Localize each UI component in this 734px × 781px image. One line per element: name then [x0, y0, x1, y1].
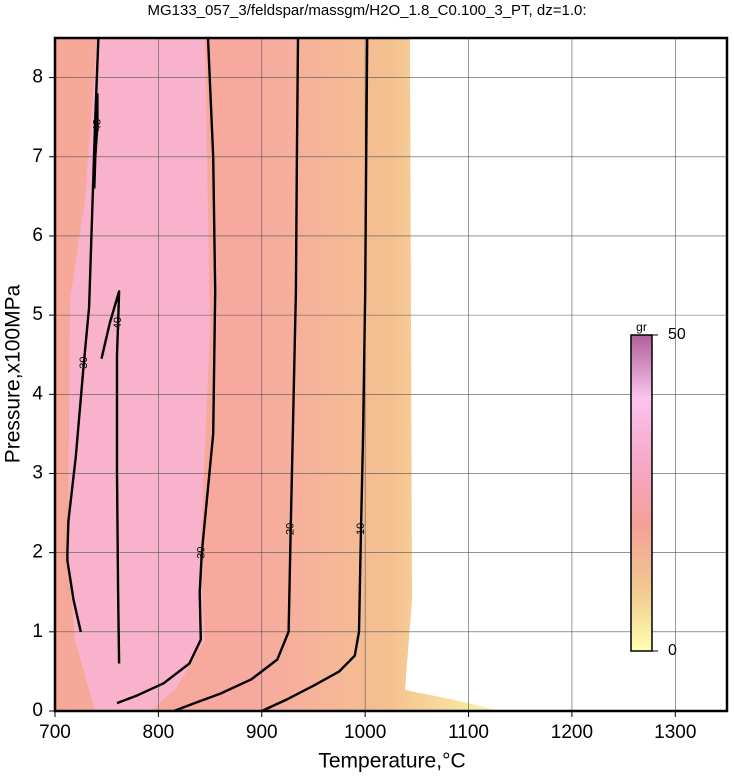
contour-label: 40 — [112, 317, 124, 329]
contour-label: 20 — [285, 523, 297, 535]
y-axis-label: Pressure,x100MPa — [2, 284, 25, 463]
colorbar-tick-label: 0 — [668, 642, 677, 659]
contour-label: 30 — [196, 547, 208, 559]
contour-line — [261, 37, 369, 713]
plot-frame — [53, 36, 729, 713]
colorbar-label: gr — [636, 320, 647, 334]
y-tick-label: 5 — [32, 304, 43, 325]
contour-line — [93, 93, 99, 189]
y-tick-label: 1 — [32, 621, 43, 642]
y-tick-label: 0 — [32, 700, 43, 721]
contour-label: 30 — [78, 356, 90, 368]
x-tick-label: 1300 — [654, 722, 696, 743]
y-tick-label: 2 — [32, 542, 43, 563]
contour-line — [100, 290, 121, 664]
y-tick-label: 8 — [32, 67, 43, 88]
x-tick-label: 900 — [246, 722, 278, 743]
contour-label: 10 — [355, 523, 367, 535]
x-axis-label: Temperature,°C — [318, 750, 465, 773]
x-tick-label: 700 — [39, 722, 71, 743]
x-tick-label: 1100 — [448, 722, 489, 743]
y-tick-label: 3 — [32, 462, 43, 483]
colorbar — [630, 334, 653, 652]
y-tick-label: 4 — [32, 383, 43, 404]
x-tick-label: 1000 — [344, 722, 386, 743]
contour-line — [66, 37, 100, 633]
colorbar-tick-label: 50 — [668, 326, 686, 343]
contour-line — [116, 37, 217, 705]
chart-title: MG133_057_3/feldspar/massgm/H2O_1.8_C0.1… — [147, 2, 586, 19]
y-tick-label: 6 — [32, 225, 43, 246]
field-fill — [55, 38, 500, 711]
contour-line — [173, 37, 300, 713]
contour-label: 43 — [91, 119, 103, 131]
x-tick-label: 1200 — [551, 722, 593, 743]
y-tick-label: 7 — [32, 146, 43, 167]
x-tick-label: 800 — [143, 722, 175, 743]
